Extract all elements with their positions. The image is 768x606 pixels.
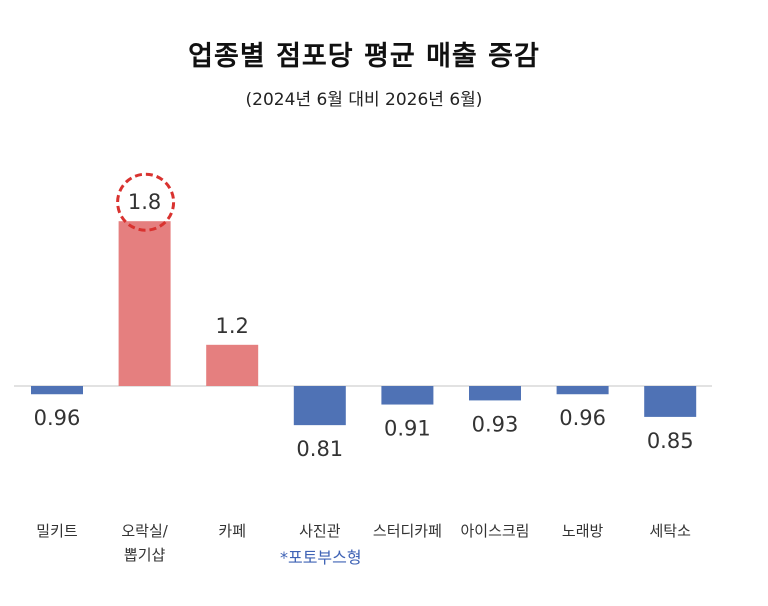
category-label-2: 오락실/: [121, 522, 168, 540]
category-label-4: 사진관: [299, 522, 341, 540]
annotation-1: *포토부스형: [280, 548, 362, 567]
value-label-6: 0.93: [472, 412, 519, 436]
category-label-5: 스터디카페: [373, 522, 442, 540]
category-label-1: 밀키트: [36, 522, 78, 540]
value-label-3: 1.2: [215, 314, 248, 338]
bar-1: [31, 386, 83, 395]
category-label-6: 아이스크림: [460, 522, 529, 540]
bar-3: [206, 344, 259, 386]
value-label-8: 0.85: [647, 429, 694, 453]
category-label-3: 카페: [218, 522, 246, 540]
category-label-8: 세탁소: [649, 522, 691, 540]
bar-6: [469, 386, 521, 401]
bar-2: [118, 221, 171, 386]
value-label-1: 0.96: [34, 406, 81, 430]
highlight-circle: [116, 172, 176, 232]
bar-5: [381, 386, 434, 405]
value-label-4: 0.81: [296, 437, 343, 461]
value-label-5: 0.91: [384, 417, 431, 441]
category-label-7: 노래방: [562, 522, 604, 540]
bar-8: [644, 386, 697, 417]
value-label-2: 1.8: [128, 190, 161, 214]
category-label-2-line2: 뽑기샵: [124, 546, 166, 564]
bar-7: [556, 386, 609, 395]
chart-subtitle: (2024년 6월 대비 2026년 6월): [245, 90, 483, 110]
bar-4: [293, 386, 346, 426]
value-label-7: 0.96: [559, 406, 606, 430]
chart-title: 업종별 점포당 평균 매출 증감: [188, 41, 540, 72]
